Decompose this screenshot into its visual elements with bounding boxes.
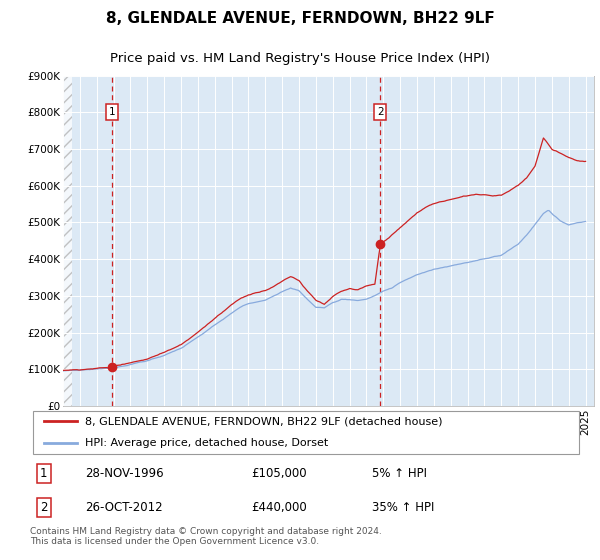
Text: 26-OCT-2012: 26-OCT-2012 [85,501,163,514]
Text: 8, GLENDALE AVENUE, FERNDOWN, BH22 9LF: 8, GLENDALE AVENUE, FERNDOWN, BH22 9LF [106,11,494,26]
Text: 1: 1 [40,467,47,480]
Text: 1: 1 [109,108,115,117]
Text: 2: 2 [377,108,383,117]
Text: Price paid vs. HM Land Registry's House Price Index (HPI): Price paid vs. HM Land Registry's House … [110,53,490,66]
Text: HPI: Average price, detached house, Dorset: HPI: Average price, detached house, Dors… [85,438,328,448]
Text: 28-NOV-1996: 28-NOV-1996 [85,467,164,480]
Bar [63,76,72,406]
FancyBboxPatch shape [33,410,579,455]
Text: Contains HM Land Registry data © Crown copyright and database right 2024.
This d: Contains HM Land Registry data © Crown c… [30,527,382,547]
Text: 8, GLENDALE AVENUE, FERNDOWN, BH22 9LF (detached house): 8, GLENDALE AVENUE, FERNDOWN, BH22 9LF (… [85,416,443,426]
Text: 35% ↑ HPI: 35% ↑ HPI [372,501,434,514]
Text: 5% ↑ HPI: 5% ↑ HPI [372,467,427,480]
Text: £440,000: £440,000 [251,501,307,514]
Text: £105,000: £105,000 [251,467,307,480]
Text: 2: 2 [40,501,47,514]
